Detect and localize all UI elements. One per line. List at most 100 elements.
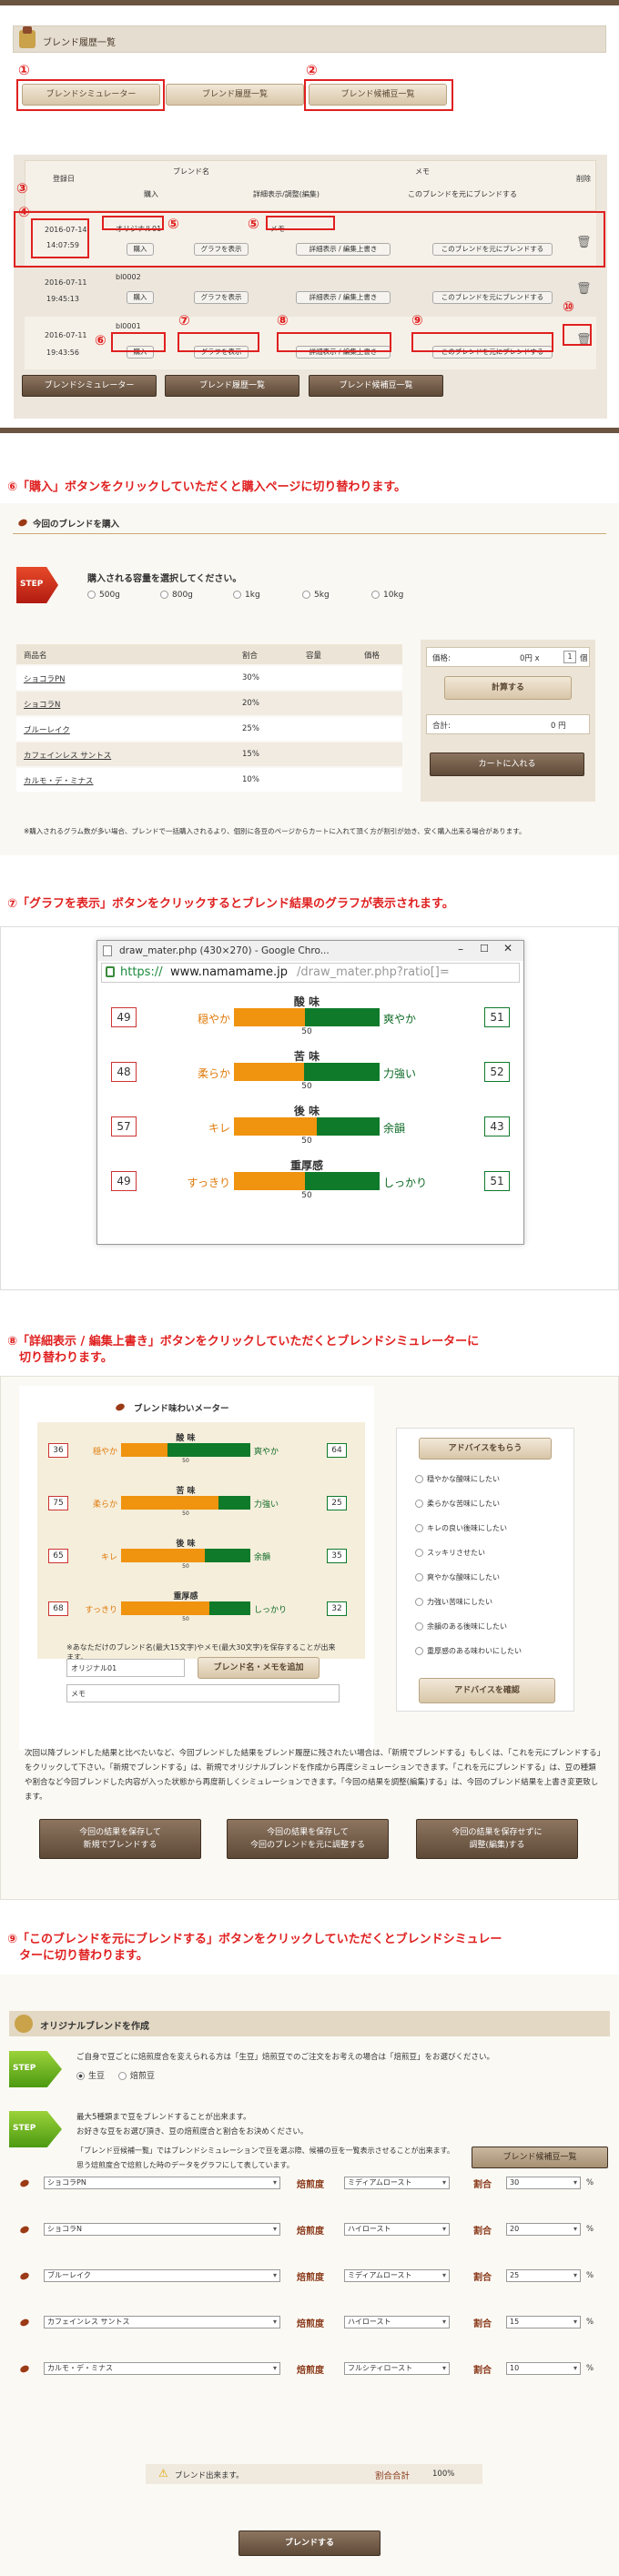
taste-meter-title: ブレンド味わいメーター: [134, 1404, 229, 1414]
header-blend-name: ブレンド名: [173, 167, 209, 176]
size-option-5kg[interactable]: 5kg: [302, 591, 330, 600]
meter-bar-left: [234, 1008, 306, 1026]
meter-title: 後 味: [293, 1105, 320, 1117]
advice-option[interactable]: 余韻のある後味にしたい: [415, 1621, 507, 1631]
bean-icon: [18, 2225, 31, 2235]
bottom-tab-history[interactable]: ブレンド履歴一覧: [165, 375, 299, 397]
tab-candidates[interactable]: ブレンド候補豆一覧: [309, 84, 447, 106]
header-use: このブレンドを元にブレンドする: [408, 190, 517, 198]
ratio-select[interactable]: 25: [506, 2269, 581, 2282]
size-option-1kg[interactable]: 1kg: [233, 591, 260, 600]
graph-button[interactable]: グラフを表示: [194, 291, 249, 304]
graph-button[interactable]: グラフを表示: [194, 243, 249, 256]
advice-option[interactable]: 柔らかな苦味にしたい: [415, 1499, 500, 1509]
ratio-select[interactable]: 30: [506, 2177, 581, 2189]
marker-1: ①: [18, 62, 30, 78]
marker-9: ⑨: [411, 312, 423, 328]
option-roasted[interactable]: 焙煎豆: [118, 2069, 155, 2081]
meter-left-label: キレ: [208, 1122, 230, 1135]
product-link[interactable]: ブルーレイク: [24, 726, 70, 735]
qty-input[interactable]: 1: [563, 651, 576, 663]
percent-label: %: [586, 2364, 594, 2373]
candidate-list-button[interactable]: ブレンド候補豆一覧: [472, 2147, 608, 2168]
bean-select[interactable]: ショコラPN: [44, 2177, 280, 2189]
blend-submit-button[interactable]: ブレンドする: [238, 2531, 381, 2556]
roast-select[interactable]: ミディアムロースト: [344, 2269, 450, 2282]
meter-left-value: 75: [48, 1495, 68, 1510]
product-link[interactable]: カフェインレス サントス: [24, 752, 112, 761]
advice-option[interactable]: 穏やかな酸味にしたい: [415, 1474, 500, 1484]
tab-simulator[interactable]: ブレンドシミュレーター: [22, 84, 160, 106]
row-time: 19:43:56: [46, 349, 79, 357]
roast-select[interactable]: ミディアムロースト: [344, 2177, 450, 2189]
advice-header: アドバイスをもらう: [419, 1438, 552, 1460]
meter-graph: 酸 味穏やか 爽やか 36 64 50 苦 味柔らか 力強い 75 25 50 後 味キレ 余韻 65 3…: [37, 1422, 365, 1659]
meter-title: 苦 味: [176, 1487, 196, 1496]
trash-icon[interactable]: 🗑: [576, 333, 592, 347]
advice-option[interactable]: 爽やかな酸味にしたい: [415, 1572, 500, 1582]
trash-icon[interactable]: 🗑: [576, 236, 592, 249]
highlight-3: [14, 211, 605, 268]
bean-select[interactable]: ショコラN: [44, 2223, 280, 2236]
price-label: 価格:: [432, 654, 451, 663]
close-icon[interactable]: ✕: [503, 942, 513, 955]
roast-select[interactable]: ハイロースト: [344, 2316, 450, 2329]
step-arrow: STEP: [16, 567, 58, 603]
roast-select[interactable]: フルシティロースト: [344, 2362, 450, 2375]
advice-check-button[interactable]: アドバイスを確認: [419, 1678, 555, 1703]
size-option-800[interactable]: 800g: [160, 591, 193, 600]
bean-select[interactable]: カフェインレス サントス: [44, 2316, 280, 2329]
tab-history[interactable]: ブレンド履歴一覧: [166, 84, 304, 106]
buy-button[interactable]: 購入: [127, 291, 154, 304]
save-new-button[interactable]: 今回の結果を保存して 新規でブレンドする: [39, 1819, 201, 1859]
percent-label: %: [586, 2178, 594, 2187]
advice-option[interactable]: キレの良い後味にしたい: [415, 1523, 507, 1533]
radio-icon: [415, 1573, 423, 1581]
size-prompt: 購入される容量を選択してください。: [87, 574, 242, 584]
add-to-cart-button[interactable]: カートに入れる: [430, 753, 584, 776]
option-raw[interactable]: 生豆: [76, 2069, 105, 2081]
product-link[interactable]: ショコラN: [24, 701, 61, 710]
use-blend-button[interactable]: このブレンドを元にブレンドする: [432, 291, 553, 304]
address-bar[interactable]: https:// www.namamame.jp /draw_mater.php…: [101, 963, 520, 983]
detail-button[interactable]: 詳細表示 / 編集上書き: [296, 291, 391, 304]
add-name-memo-button[interactable]: ブレンド名・メモを追加: [198, 1657, 320, 1679]
ratio-select[interactable]: 15: [506, 2316, 581, 2329]
advice-option[interactable]: 重厚感のある味わいにしたい: [415, 1646, 522, 1656]
meter-left-value: 49: [111, 1007, 137, 1027]
size-option-10kg[interactable]: 10kg: [371, 591, 403, 600]
product-link[interactable]: カルモ・デ・ミナス: [24, 777, 94, 786]
memo-input[interactable]: メモ: [66, 1684, 340, 1702]
use-blend-button[interactable]: このブレンドを元にブレンドする: [432, 243, 553, 256]
warning-icon: ⚠: [158, 2467, 168, 2480]
history-header: ブレンド履歴一覧: [13, 25, 606, 53]
bottom-tab-candidates[interactable]: ブレンド候補豆一覧: [309, 375, 443, 397]
step2-text-4: 思う焙煎度合で焙煎した時のデータをグラフにして表しています。: [76, 2161, 294, 2169]
bottom-tab-simulator[interactable]: ブレンドシミュレーター: [22, 375, 157, 397]
create-header: オリジナルブレンドを作成: [9, 2011, 610, 2036]
meter-bar-right: [208, 1601, 250, 1615]
product-link[interactable]: ショコラPN: [24, 675, 66, 684]
detail-button[interactable]: 詳細表示 / 編集上書き: [296, 243, 391, 256]
advice-label: キレの良い後味にしたい: [427, 1524, 507, 1532]
trash-icon[interactable]: 🗑: [576, 282, 592, 296]
ratio-select[interactable]: 20: [506, 2223, 581, 2236]
meter-left-value: 68: [48, 1601, 68, 1616]
minimize-icon[interactable]: –: [458, 943, 463, 955]
bean-select[interactable]: ブルーレイク: [44, 2269, 280, 2282]
bean-select[interactable]: カルモ・デ・ミナス: [44, 2362, 280, 2375]
buy-button[interactable]: 購入: [127, 243, 154, 256]
edit-no-save-button[interactable]: 今回の結果を保存せずに 調整(編集)する: [416, 1819, 578, 1859]
calculate-button[interactable]: 計算する: [444, 676, 572, 700]
save-adjust-button[interactable]: 今回の結果を保存して 今回のブレンドを元に調整する: [227, 1819, 389, 1859]
size-option-500[interactable]: 500g: [87, 591, 120, 600]
blend-name-input[interactable]: オリジナル01: [66, 1659, 185, 1677]
maximize-icon[interactable]: ☐: [480, 943, 489, 955]
meter-bar-right: [305, 1008, 380, 1026]
advice-option[interactable]: スッキリさせたい: [415, 1548, 485, 1558]
advice-option[interactable]: 力強い苦味にしたい: [415, 1597, 492, 1607]
meter-title: 重厚感: [290, 1159, 324, 1172]
ratio-label: 割合: [473, 2366, 492, 2376]
roast-select[interactable]: ハイロースト: [344, 2223, 450, 2236]
ratio-select[interactable]: 10: [506, 2362, 581, 2375]
